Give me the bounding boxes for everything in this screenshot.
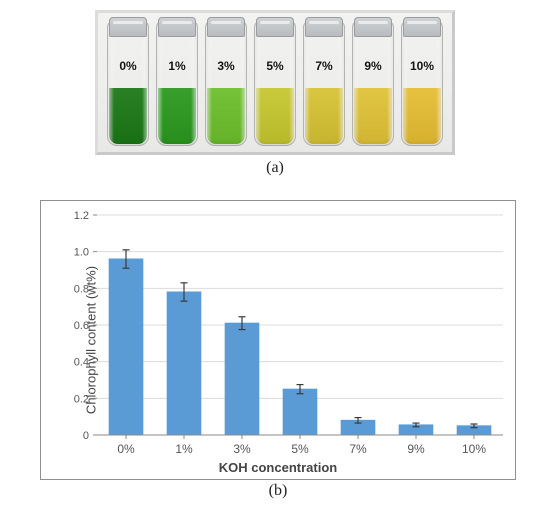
vial-label: 0% xyxy=(107,59,149,73)
vial-label: 10% xyxy=(401,59,443,73)
svg-text:0.4: 0.4 xyxy=(74,357,89,369)
vial-cap xyxy=(256,17,294,37)
x-axis-label: KOH concentration xyxy=(41,460,515,475)
vial: 9% xyxy=(352,21,394,146)
vial-photo: 0% 1% 3% 5% 7% 9% 10% xyxy=(95,10,455,155)
vial-cap xyxy=(403,17,441,37)
svg-text:10%: 10% xyxy=(462,442,486,456)
svg-text:9%: 9% xyxy=(407,442,425,456)
vial-cap xyxy=(158,17,196,37)
vial-cap xyxy=(305,17,343,37)
plot-area: 00.20.40.60.81.01.20%1%3%5%7%9%10% xyxy=(97,215,503,435)
vial-label: 3% xyxy=(205,59,247,73)
svg-text:5%: 5% xyxy=(291,442,309,456)
vial-cap xyxy=(207,17,245,37)
svg-text:0%: 0% xyxy=(117,442,135,456)
panel-b-caption: (b) xyxy=(40,482,516,500)
vial: 10% xyxy=(401,21,443,146)
svg-text:7%: 7% xyxy=(349,442,367,456)
svg-text:1%: 1% xyxy=(175,442,193,456)
vial-label: 5% xyxy=(254,59,296,73)
x-ticks: 0% 1% 3% 5% 7% 9% 10% xyxy=(117,435,486,456)
svg-text:0.6: 0.6 xyxy=(74,320,89,332)
vial: 1% xyxy=(156,21,198,146)
bar-chart: Chlorophyll content (wt%) 00.20.40.60.81… xyxy=(40,200,516,480)
vial-label: 9% xyxy=(352,59,394,73)
svg-text:3%: 3% xyxy=(233,442,251,456)
svg-text:0.8: 0.8 xyxy=(74,283,89,295)
svg-text:0.2: 0.2 xyxy=(74,393,89,405)
vial-cap xyxy=(109,17,147,37)
svg-text:0: 0 xyxy=(83,430,89,442)
panel-a-caption: (a) xyxy=(95,159,455,177)
vial: 7% xyxy=(303,21,345,146)
vial-cap xyxy=(354,17,392,37)
vial: 3% xyxy=(205,21,247,146)
panel-b: Chlorophyll content (wt%) 00.20.40.60.81… xyxy=(40,200,516,505)
bars xyxy=(109,259,491,435)
svg-text:1.2: 1.2 xyxy=(74,210,89,222)
vial-label: 7% xyxy=(303,59,345,73)
vial-label: 1% xyxy=(156,59,198,73)
chart-svg: 00.20.40.60.81.01.20%1%3%5%7%9%10% xyxy=(97,215,503,435)
panel-a: 0% 1% 3% 5% 7% 9% 10% (a) xyxy=(95,10,455,180)
vial: 0% xyxy=(107,21,149,146)
vial: 5% xyxy=(254,21,296,146)
svg-text:1.0: 1.0 xyxy=(74,247,89,259)
